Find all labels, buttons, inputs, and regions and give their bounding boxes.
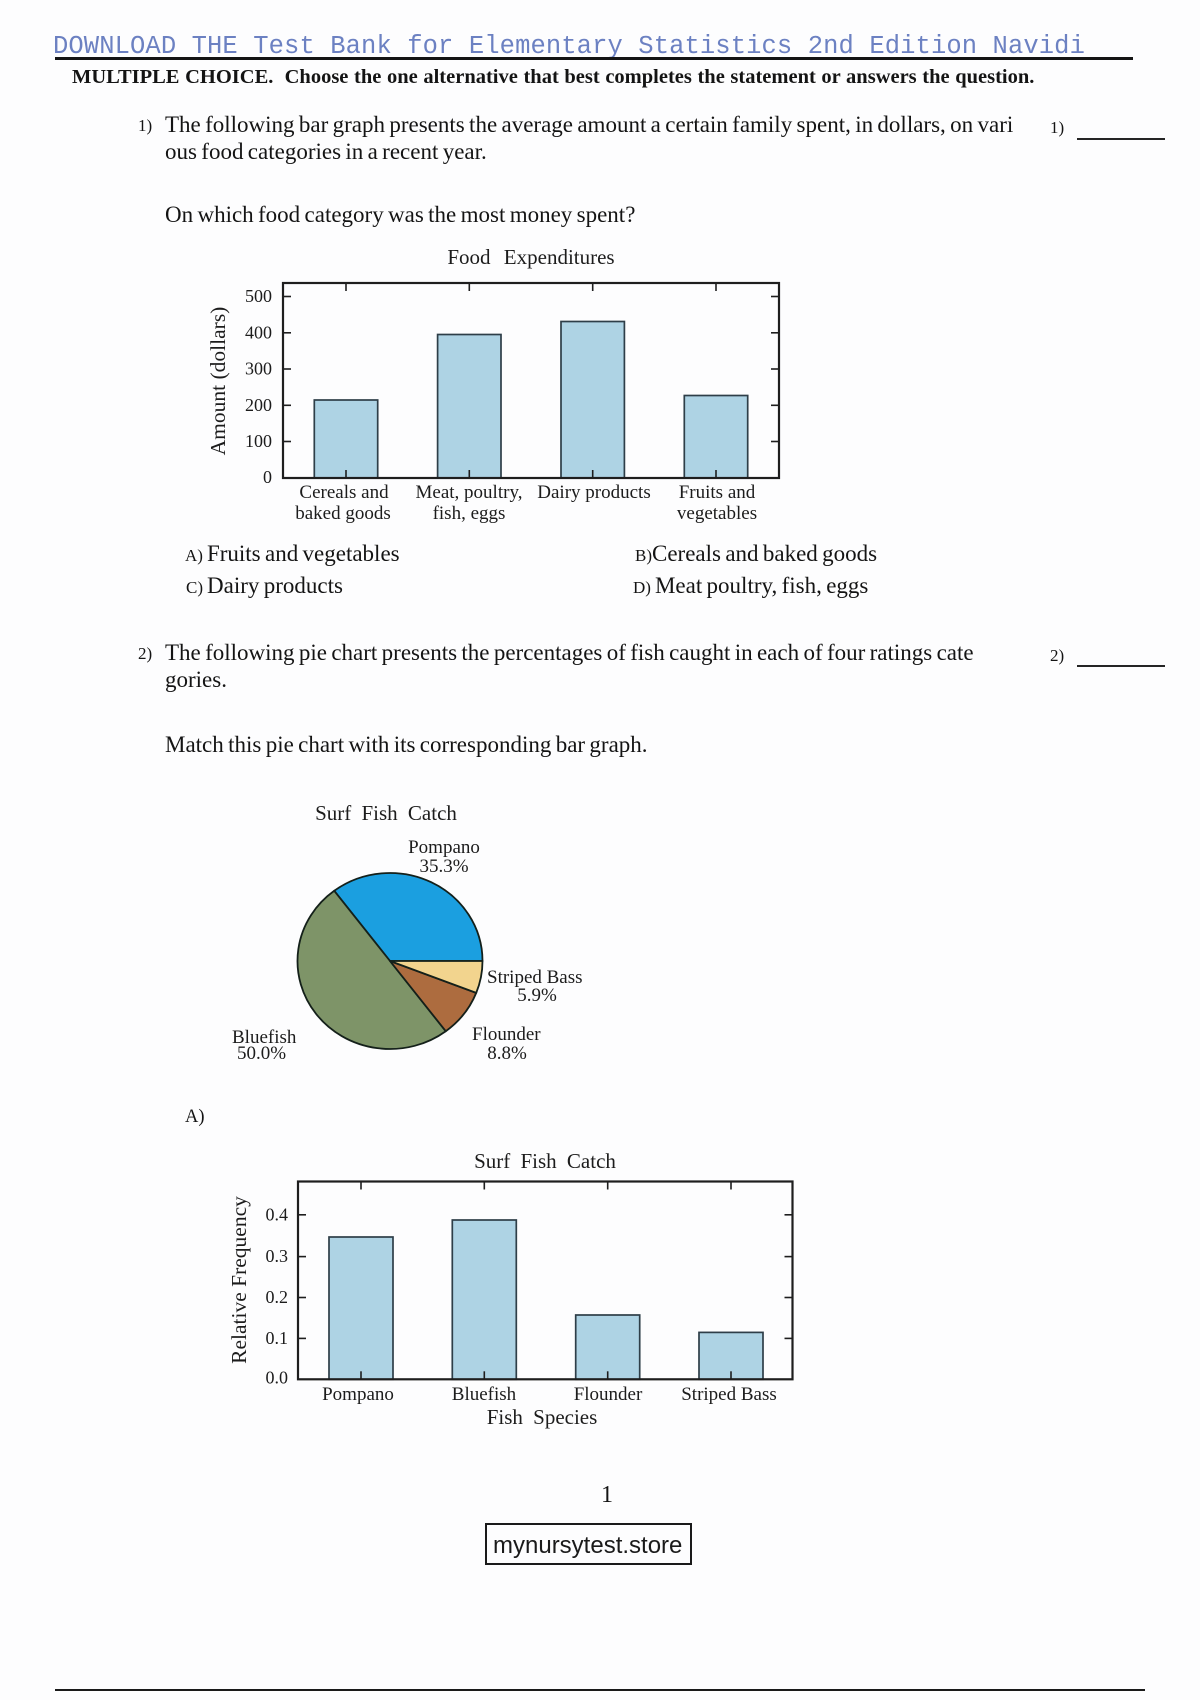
svg-text:500: 500 [245, 286, 272, 306]
svg-text:Amount (dollars): Amount (dollars) [206, 307, 230, 456]
svg-text:300: 300 [245, 359, 272, 379]
svg-text:Pompano: Pompano [408, 837, 480, 858]
svg-text:0.2: 0.2 [266, 1287, 289, 1307]
svg-text:200: 200 [245, 395, 272, 415]
svg-text:400: 400 [245, 322, 272, 342]
svg-text:Surf Fish Catch: Surf Fish Catch [315, 801, 457, 825]
svg-text:Bluefish: Bluefish [232, 1027, 297, 1048]
svg-text:baked goods: baked goods [295, 503, 391, 524]
svg-text:8.8%: 8.8% [487, 1043, 527, 1064]
svg-text:Cereals and: Cereals and [299, 482, 389, 503]
svg-text:Food Expenditures: Food Expenditures [447, 245, 614, 269]
svg-text:Flounder: Flounder [574, 1384, 643, 1405]
svg-text:Flounder: Flounder [472, 1024, 541, 1045]
svg-text:5.9%: 5.9% [517, 985, 557, 1006]
svg-text:Bluefish: Bluefish [452, 1384, 517, 1405]
svg-text:0.0: 0.0 [266, 1367, 289, 1387]
svg-text:100: 100 [245, 431, 272, 451]
svg-text:Fish Species: Fish Species [487, 1405, 598, 1429]
svg-text:Dairy products: Dairy products [537, 482, 650, 503]
svg-text:Surf Fish Catch: Surf Fish Catch [474, 1149, 616, 1173]
svg-text:50.0%: 50.0% [237, 1043, 286, 1064]
svg-text:35.3%: 35.3% [419, 856, 468, 877]
svg-text:0.4: 0.4 [266, 1204, 289, 1224]
svg-text:0: 0 [263, 467, 272, 487]
svg-text:Pompano: Pompano [322, 1384, 394, 1405]
svg-text:vegetables: vegetables [677, 503, 757, 524]
svg-text:Striped Bass: Striped Bass [487, 967, 583, 988]
svg-text:0.3: 0.3 [266, 1246, 289, 1266]
svg-text:Relative Frequency: Relative Frequency [230, 1196, 251, 1364]
svg-text:Striped Bass: Striped Bass [681, 1384, 777, 1405]
svg-text:0.1: 0.1 [266, 1328, 289, 1348]
svg-text:Fruits and: Fruits and [679, 482, 756, 503]
svg-text:Meat, poultry,: Meat, poultry, [416, 482, 523, 503]
svg-text:fish, eggs: fish, eggs [433, 503, 506, 524]
